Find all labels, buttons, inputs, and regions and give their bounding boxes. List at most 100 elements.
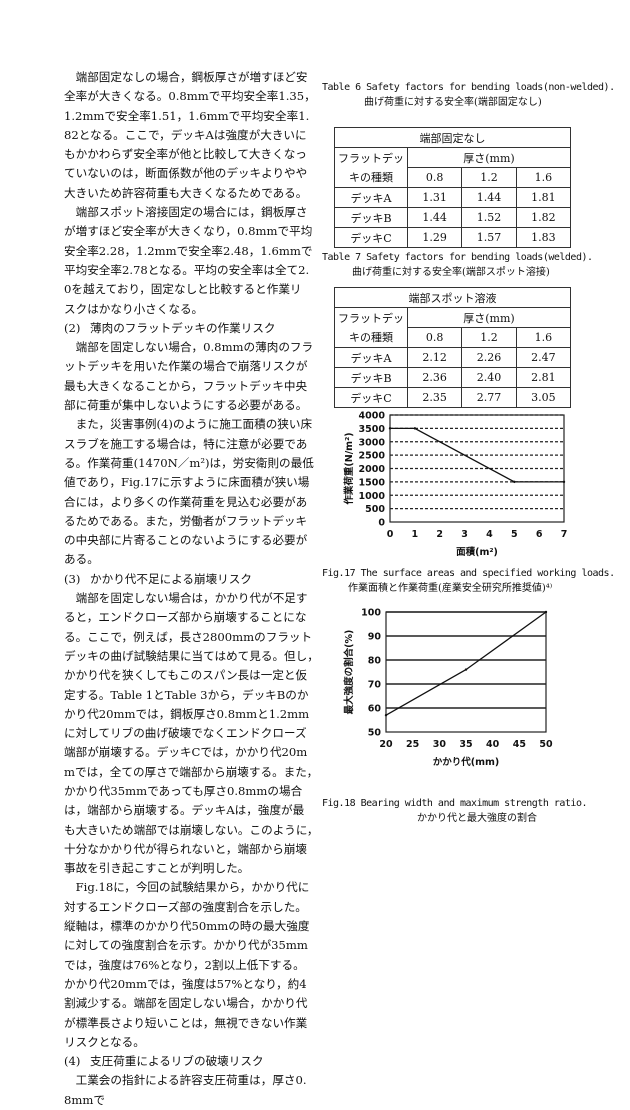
table-cell: 2.36 bbox=[406, 367, 463, 388]
section-heading: (2) 薄肉のフラットデッキの作業リスク bbox=[64, 319, 314, 338]
text-line: 値であり，Fig.17に示すように床面積が狭い場 bbox=[64, 475, 310, 490]
table-row: デッキB 2.36 2.40 2.81 bbox=[334, 367, 572, 388]
y-tick-label: 100 bbox=[361, 608, 381, 619]
text-line: ットデッキを用いた作業の場合で崩落リスクが bbox=[64, 359, 308, 374]
table-title: 端部スポット溶液 bbox=[334, 287, 571, 308]
x-tick-label: 7 bbox=[561, 529, 568, 540]
text-line: 82となる。ここで，デッキAは強度が大きいに bbox=[64, 127, 307, 142]
table-cell: 2.40 bbox=[461, 367, 517, 388]
data-point bbox=[388, 427, 392, 430]
y-tick-label: 80 bbox=[368, 656, 382, 667]
text-line: 端部を固定しない場合，0.8mmの薄肉のフラ bbox=[75, 340, 314, 355]
y-tick-label: 3500 bbox=[359, 424, 386, 435]
data-line bbox=[385, 611, 547, 716]
y-tick-label: 2500 bbox=[359, 451, 386, 462]
text-line: Fig.18に，今回の試験結果から，かかり代に bbox=[75, 880, 310, 895]
y-tick-label: 70 bbox=[368, 680, 382, 691]
section-title: 薄肉のフラットデッキの作業リスク bbox=[90, 320, 276, 335]
table7: 端部スポット溶液 フラットデッキの種類 厚さ(mm) 0.8 1.2 1.6 デッキA 2.1… bbox=[334, 287, 572, 408]
col-header: 1.2 bbox=[461, 167, 517, 188]
fig17-chart: 0 500 1000 1500 2000 2500 3000 3500 4000 0 1 2 3 4 5 6 7… bbox=[343, 411, 568, 559]
y-tick-label: 4000 bbox=[359, 411, 386, 422]
data-line bbox=[390, 427, 564, 483]
col-header: 0.8 bbox=[406, 327, 463, 348]
table-row: デッキA 2.12 2.26 2.47 bbox=[334, 347, 572, 368]
y-tick-label: 1000 bbox=[359, 491, 386, 502]
caption-en: Fig.17 The surface areas and specified w… bbox=[322, 568, 615, 579]
text-line: ていないのは，断面係数が他のデッキよりやや bbox=[64, 166, 308, 181]
text-line: 1.2mmで安全率1.51，1.6mmで平均安全率1. bbox=[64, 108, 310, 123]
y-tick-label: 60 bbox=[368, 704, 382, 715]
text-line: かかり代を狭くしてもこのスパン長は一定と仮 bbox=[64, 668, 308, 683]
text-line: また，災害事例(4)のように施工面積の狭い床 bbox=[75, 417, 313, 432]
table-cell: 2.77 bbox=[461, 387, 517, 408]
text-line: 端部が崩壊する。デッキCでは，かかり代20m bbox=[64, 745, 308, 760]
caption-en: Fig.18 Bearing width and maximum strengt… bbox=[322, 798, 587, 809]
text-line: 端部スポット溶接固定の場合には，鋼板厚さ bbox=[75, 205, 308, 220]
paragraph: Fig.18に，今回の試験結果から，かかり代に 対するエンドクローズ部の強度割合を… bbox=[64, 878, 314, 1052]
left-column: 端部固定なしの場合，鋼板厚さが増すほど安 全率が大きくなる。0.8mmで平均安全率… bbox=[64, 68, 319, 1110]
x-tick-label: 5 bbox=[511, 529, 518, 540]
x-axis-label: かかり代(mm) bbox=[433, 756, 499, 768]
col-group-header: 厚さ(mm) bbox=[407, 147, 571, 168]
section-heading: (4) 支圧荷重によるリブの破壊リスク bbox=[64, 1052, 314, 1071]
x-tick-label: 4 bbox=[486, 529, 493, 540]
text-line: デッキの曲げ試験結果に当てはめて見る。但し， bbox=[64, 648, 319, 663]
section-number: (2) bbox=[64, 320, 81, 335]
text-line: 十分なかかり代が得られないと，端部から崩壊 bbox=[64, 841, 308, 856]
data-point bbox=[464, 668, 468, 671]
text-line: の中央部に片寄ることのないようにする必要が bbox=[64, 533, 308, 548]
text-line: ると，エンドクローズ部から崩壊することにな bbox=[64, 610, 307, 625]
text-line: る。ここで，例えば，長さ2800mmのフラット bbox=[64, 629, 313, 644]
y-tick-label: 1500 bbox=[359, 477, 386, 488]
paragraph: また，災害事例(4)のように施工面積の狭い床 スラブを施工する場合は，特に注意が必… bbox=[64, 415, 314, 569]
text-line: 縦軸は，標準のかかり代50mmの時の最大強度 bbox=[64, 919, 310, 934]
table6-caption: Table 6 Safety factors for bending loads… bbox=[322, 80, 628, 110]
table-cell: 1.31 bbox=[406, 187, 463, 208]
x-tick-label: 25 bbox=[406, 739, 419, 750]
table-cell: 2.81 bbox=[515, 367, 572, 388]
paragraph: 工業会の指針による許容支圧荷重は，厚さ0. 8mmで bbox=[64, 1071, 314, 1110]
table-row: デッキB 1.44 1.52 1.82 bbox=[334, 207, 572, 228]
table-cell: 2.12 bbox=[406, 347, 463, 368]
table-cell: 1.57 bbox=[461, 227, 517, 248]
y-tick-label: 2000 bbox=[359, 464, 386, 475]
text-line: 部に荷重が集中しないようにする必要がある。 bbox=[64, 398, 308, 413]
row-label: デッキC bbox=[334, 227, 408, 248]
section-number: (4) bbox=[64, 1054, 81, 1069]
caption-jp: 曲げ荷重に対する安全率(端部固定なし) bbox=[364, 97, 542, 108]
x-tick-label: 45 bbox=[513, 739, 526, 750]
x-axis-label: 面積(m²) bbox=[456, 546, 498, 558]
table-row: デッキC 1.29 1.57 1.83 bbox=[334, 227, 572, 248]
caption-jp: かかり代と最大強度の割合 bbox=[417, 813, 537, 824]
row-label: デッキA bbox=[334, 347, 408, 368]
paragraph: 端部スポット溶接固定の場合には，鋼板厚さ が増すほど安全率が大きくなり，0.8mm… bbox=[64, 203, 314, 319]
table-cell: 1.81 bbox=[515, 187, 572, 208]
section-title: かかり代不足による崩壊リスク bbox=[90, 571, 252, 586]
caption-en: Table 6 Safety factors for bending loads… bbox=[322, 82, 615, 93]
text-line: 定する。Table 1とTable 3から，デッキBのか bbox=[64, 687, 309, 702]
text-line: は，端部から崩壊する。デッキAは，強度が最 bbox=[64, 803, 305, 818]
table-cell: 1.82 bbox=[515, 207, 572, 228]
table-cell: 1.29 bbox=[406, 227, 463, 248]
text-line: に対しての強度割合を示す。かかり代が35mm bbox=[64, 938, 308, 953]
text-line: 事故を引き起こすことが判明した。 bbox=[64, 861, 250, 876]
caption-en: Table 7 Safety factors for bending loads… bbox=[322, 252, 593, 263]
y-tick-label: 0 bbox=[378, 518, 385, 529]
table-cell: 2.26 bbox=[461, 347, 517, 368]
text-line: 端部固定なしの場合，鋼板厚さが増すほど安 bbox=[75, 70, 308, 84]
data-point bbox=[413, 427, 417, 430]
col-header: 1.2 bbox=[461, 327, 517, 348]
y-tick-label: 90 bbox=[368, 632, 382, 643]
y-axis-label: 最大強度の割合(%) bbox=[343, 630, 355, 715]
text-line: が増すほど安全率が大きくなり，0.8mmで平均 bbox=[64, 224, 313, 239]
table-cell: 1.83 bbox=[515, 227, 572, 248]
fig18-caption: Fig.18 Bearing width and maximum strengt… bbox=[322, 796, 628, 826]
y-tick-label: 50 bbox=[368, 728, 382, 739]
col-group-header: 厚さ(mm) bbox=[407, 307, 571, 328]
table-cell: 1.44 bbox=[406, 207, 463, 228]
table7-caption: Table 7 Safety factors for bending loads… bbox=[322, 250, 628, 280]
plot-frame bbox=[389, 414, 565, 523]
text-line: 合には，より多くの作業荷重を見込む必要があ bbox=[64, 494, 308, 509]
x-tick-label: 3 bbox=[461, 529, 468, 540]
